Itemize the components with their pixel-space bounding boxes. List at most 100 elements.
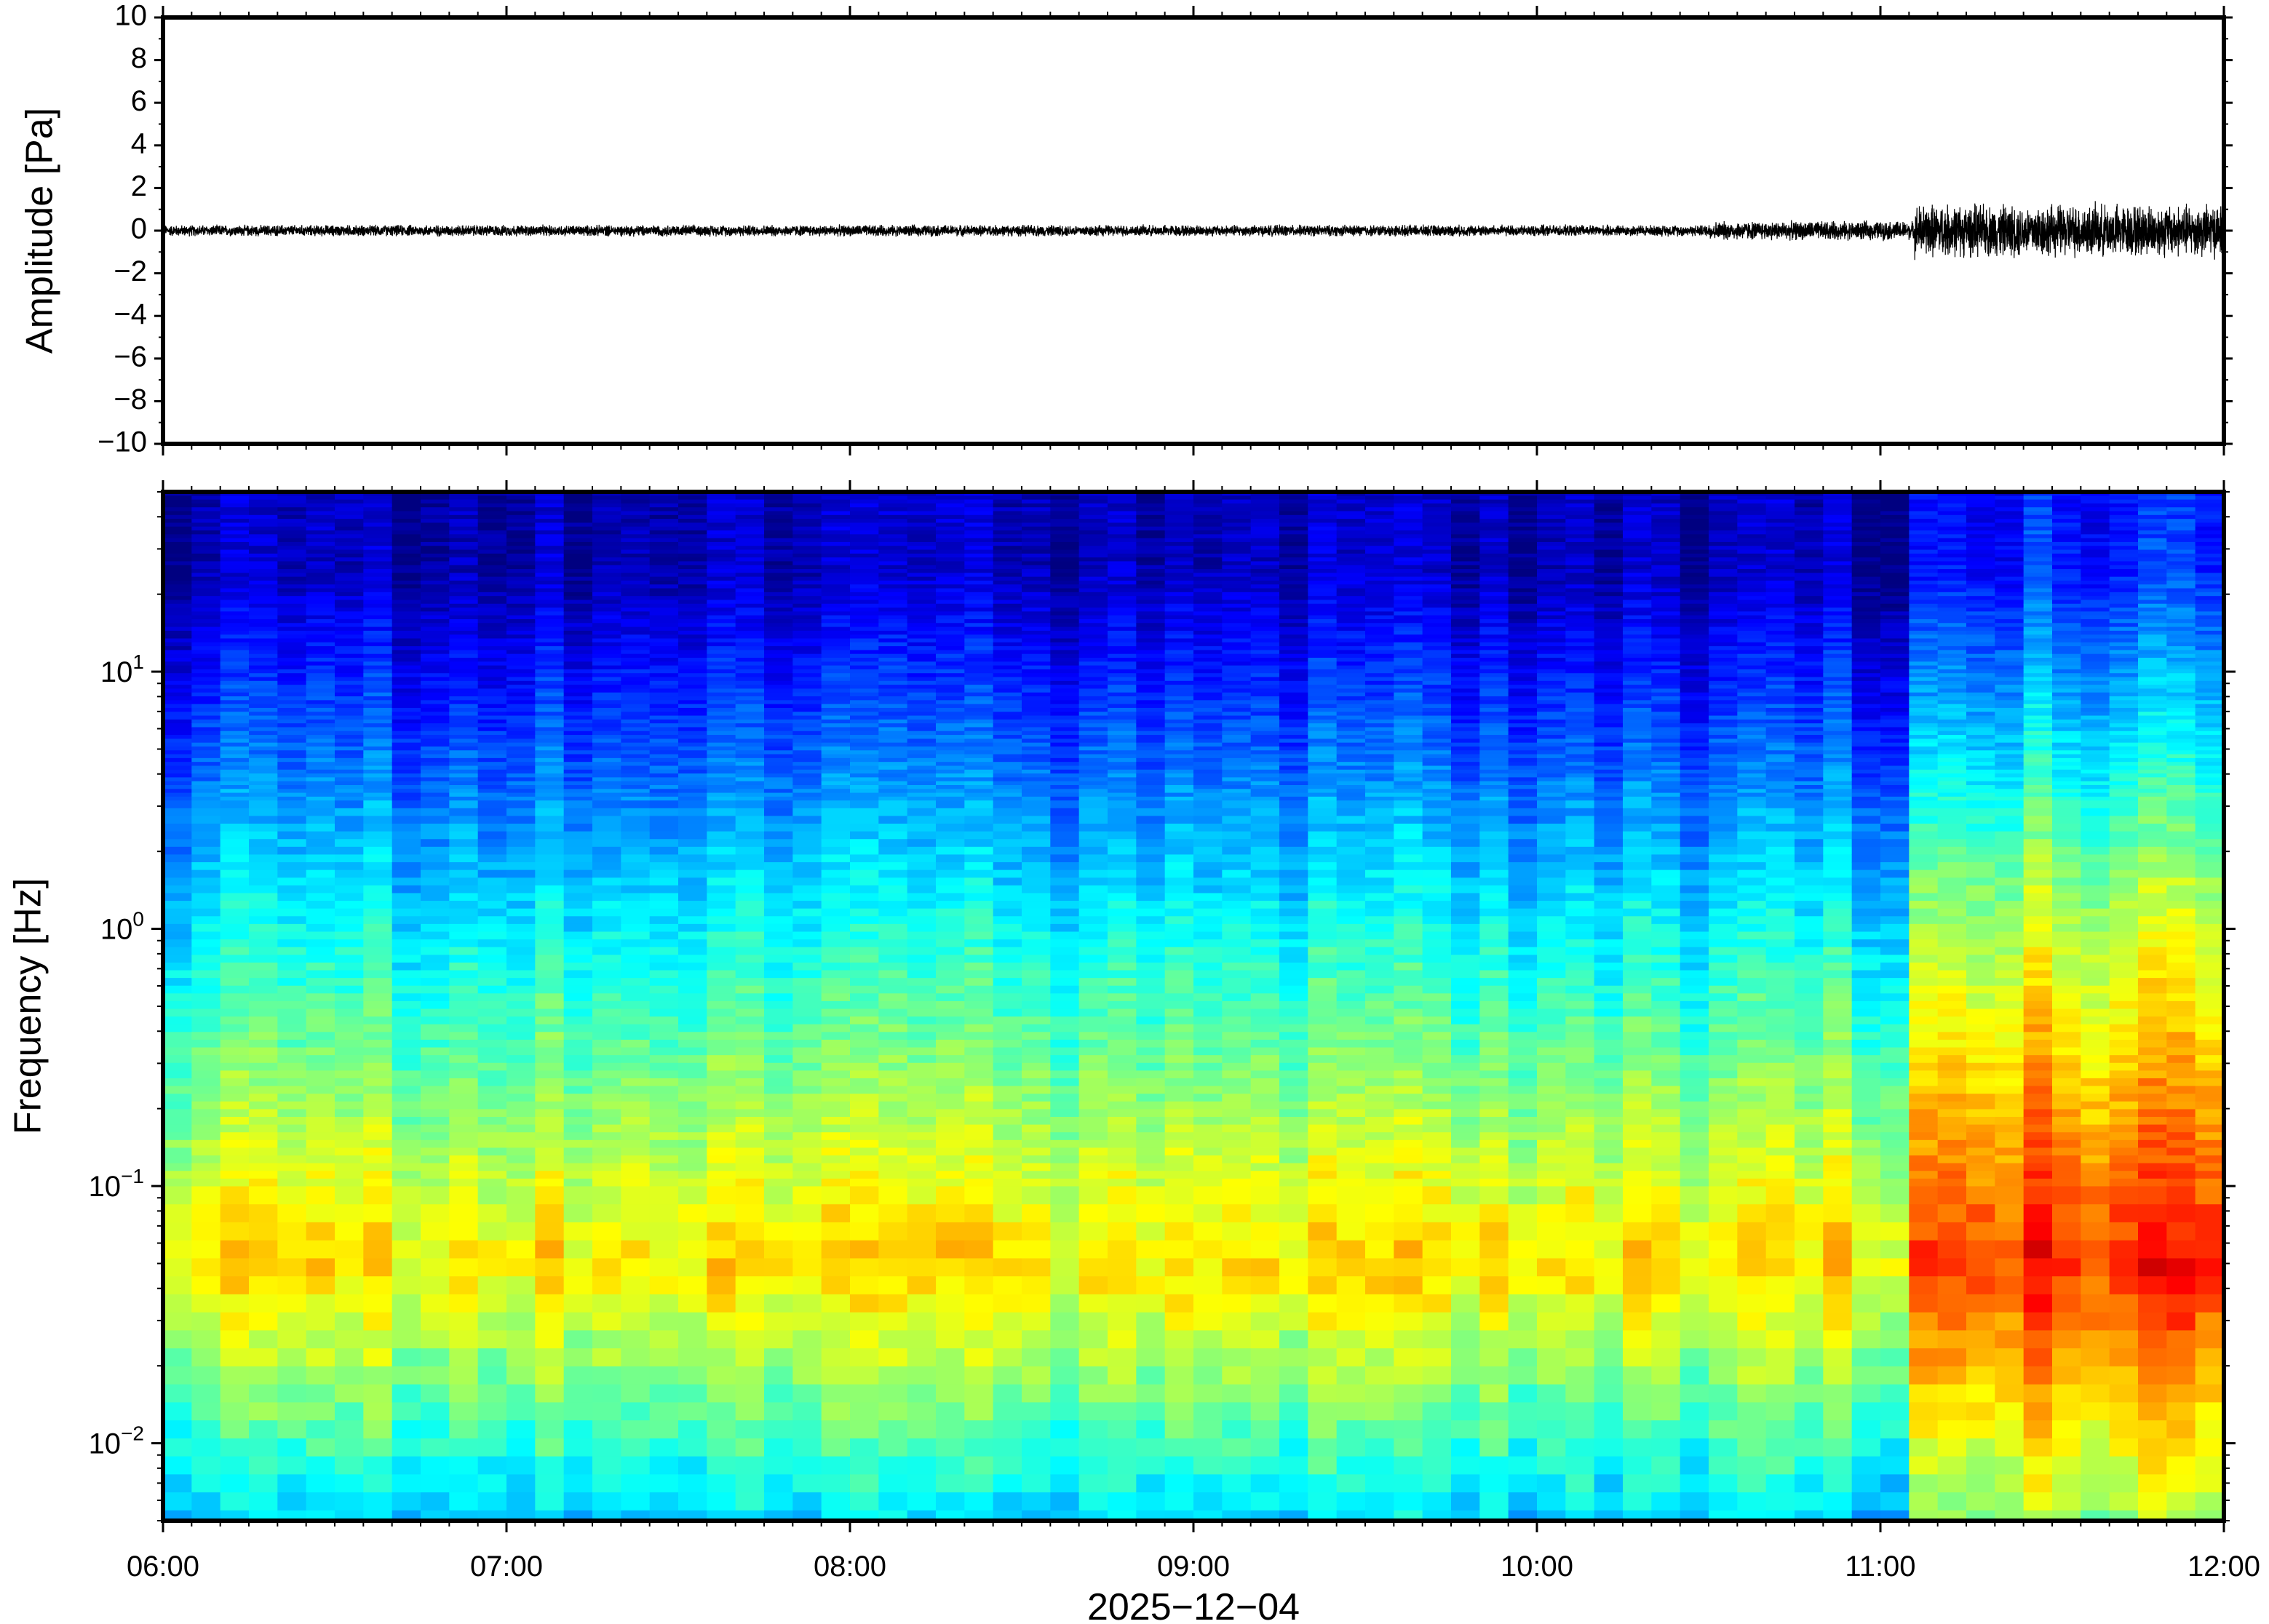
spectrogram-cell (993, 603, 1022, 608)
spectrogram-cell (821, 569, 851, 573)
spectrogram-cell (821, 623, 851, 628)
spectrogram-cell (621, 916, 651, 925)
spectrogram-cell (220, 719, 250, 724)
spectrogram-cell (764, 511, 793, 516)
spectrogram-cell (592, 1147, 621, 1156)
spectrogram-cell (249, 923, 278, 933)
spectrogram-cell (735, 885, 765, 894)
spectrogram-cell (764, 947, 793, 955)
spectrogram-cell (1022, 1078, 1051, 1087)
spectrogram-cell (850, 1101, 879, 1110)
spectrogram-cell (907, 685, 937, 690)
spectrogram-cell (277, 854, 307, 863)
spectrogram-cell (592, 600, 621, 605)
spectrogram-cell (993, 1366, 1022, 1385)
spectrogram-cell (277, 519, 307, 524)
spectrogram-cell (506, 565, 536, 570)
spectrogram-cell (1050, 608, 1080, 612)
spectrogram-cell (421, 538, 450, 543)
spectrogram-cell (821, 1070, 851, 1079)
spectrogram-cell (363, 723, 393, 728)
spectrogram-cell (506, 1016, 536, 1025)
spectrogram-cell (191, 688, 221, 693)
spectrogram-cell (649, 569, 679, 573)
spectrogram-cell (220, 661, 250, 666)
spectrogram-cell (621, 777, 651, 782)
spectrogram-cell (392, 816, 421, 824)
spectrogram-cell (477, 677, 507, 682)
spectrogram-cell (821, 796, 851, 801)
spectrogram-cell (220, 931, 250, 940)
spectrogram-cell (163, 1047, 192, 1056)
spectrogram-cell (392, 1258, 421, 1277)
spectrogram-cell (535, 1420, 565, 1439)
spectrogram-cell (936, 808, 965, 817)
spectrogram-cell (563, 1348, 593, 1367)
spectrogram-cell (363, 526, 393, 531)
spectrogram-cell (535, 603, 565, 608)
spectrogram-cell (249, 901, 278, 909)
spectrogram-cell (621, 978, 651, 987)
spectrogram-cell (1050, 947, 1080, 955)
spectrogram-cell (249, 584, 278, 589)
spectrogram-cell (850, 1492, 879, 1511)
spectrogram-cell (163, 1117, 192, 1126)
spectrogram-cell (649, 526, 679, 531)
spectrogram-cell (1050, 1032, 1080, 1040)
spectrogram-cell (907, 816, 937, 824)
spectrogram-cell (1050, 923, 1080, 933)
spectrogram-cell (649, 626, 679, 632)
spectrogram-cell (792, 1366, 822, 1385)
spectrogram-cell (1050, 600, 1080, 605)
spectrogram-cell (506, 603, 536, 608)
spectrogram-cell (649, 962, 679, 971)
spectrogram-cell (449, 603, 479, 608)
spectrogram-cell (563, 784, 593, 789)
spectrogram-cell (964, 530, 994, 535)
spectrogram-cell (335, 680, 364, 685)
spectrogram-cell (592, 530, 621, 535)
spectrogram-cell (335, 742, 364, 747)
spectrogram-cell (535, 618, 565, 624)
spectrogram-cell (1050, 519, 1080, 524)
spectrogram-cell (306, 1240, 335, 1259)
spectrogram-cell (936, 634, 965, 640)
spectrogram-cell (277, 893, 307, 901)
spectrogram-cell (993, 1078, 1022, 1087)
spectrogram-cell (191, 1438, 221, 1457)
spectrogram-cell (421, 522, 450, 528)
spectrogram-cell (964, 1117, 994, 1126)
spectrogram-cell (735, 1330, 765, 1349)
spectrogram-cell (707, 608, 736, 612)
spectrogram-cell (878, 630, 908, 635)
spectrogram-cell (850, 1078, 879, 1087)
spectrogram-cell (936, 800, 965, 809)
spectrogram-cell (220, 557, 250, 562)
spectrogram-cell (449, 862, 479, 871)
spectrogram-cell (850, 511, 879, 516)
spectrogram-cell (678, 557, 707, 562)
spectrogram-cell (449, 646, 479, 650)
spectrogram-cell (363, 507, 393, 512)
spectrogram-cell (621, 1384, 651, 1403)
spectrogram-cell (649, 680, 679, 685)
spectrogram-cell (649, 634, 679, 640)
spectrogram-cell (392, 573, 421, 578)
spectrogram-cell (1022, 723, 1051, 728)
spectrogram-cell (249, 673, 278, 678)
spectrogram-cell (649, 1000, 679, 1010)
spectrogram-cell (477, 630, 507, 635)
spectrogram-cell (764, 931, 793, 940)
spectrogram-cell (163, 696, 192, 701)
spectrogram-cell (592, 688, 621, 693)
spectrogram-cell (1022, 511, 1051, 516)
spectrogram-cell (449, 1086, 479, 1094)
spectrogram-cell (878, 1178, 908, 1187)
spectrogram-cell (249, 1008, 278, 1017)
spectrogram-cell (649, 731, 679, 736)
spectrogram-cell (735, 1492, 765, 1511)
spectrogram-cell (764, 541, 793, 546)
spectrogram-cell (535, 846, 565, 856)
spectrogram-cell (1050, 592, 1080, 597)
spectrogram-cell (249, 908, 278, 917)
